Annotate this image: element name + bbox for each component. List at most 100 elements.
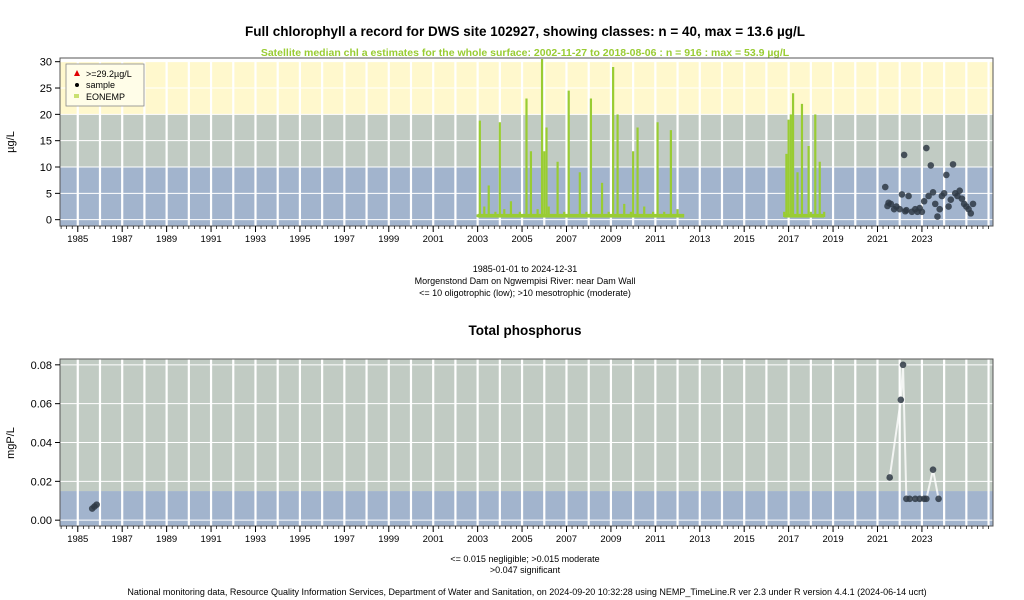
satellite-baseline: [477, 213, 685, 218]
sample-point: [901, 207, 909, 215]
x-tick-label: 2013: [689, 234, 710, 245]
sample-point: [949, 161, 957, 168]
legend-label-high: >=29.2µg/L: [86, 69, 132, 79]
satellite-baseline: [784, 213, 825, 218]
sample-point: [906, 495, 913, 503]
x-tick-label: 1997: [334, 534, 355, 545]
x-tick-label: 2023: [911, 234, 932, 245]
sample-point: [969, 200, 977, 208]
y-tick-label: 0.08: [31, 360, 52, 372]
x-tick-label: 2015: [734, 534, 755, 545]
x-axis-ticks: 1985 1987 1989 1991 1993 1995 1997 1999 2001 2003…: [60, 526, 989, 545]
x-axis-ticks: 1985 1987 1989 1991 1993 1995 1997 1999 2001 2003…: [60, 226, 989, 245]
grid-lines: [60, 359, 993, 526]
legend-triangle-marker: [74, 70, 80, 76]
sample-point: [927, 162, 935, 169]
sample-point: [886, 474, 894, 481]
sample-point: [945, 203, 952, 210]
x-tick-label: 2001: [423, 534, 444, 545]
x-tick-label: 1985: [67, 534, 88, 545]
legend-label-sample: sample: [86, 80, 115, 90]
x-tick-label: 1987: [112, 234, 133, 245]
y-tick-label: 5: [46, 188, 52, 200]
sample-series: [88, 361, 942, 512]
sample-point: [935, 495, 942, 503]
x-tick-label: 2011: [645, 534, 665, 545]
sample-point: [897, 396, 905, 404]
x-tick-label: 1993: [245, 534, 266, 545]
class-band: [60, 491, 993, 526]
x-tick-label: 1991: [200, 534, 221, 545]
x-tick-label: 2003: [467, 234, 488, 245]
legend: >=29.2µg/L sample EONEMP: [65, 63, 145, 107]
sample-point: [958, 195, 966, 202]
sample-series: [881, 144, 977, 220]
x-tick-label: 2005: [511, 234, 532, 245]
sample-point: [898, 191, 906, 198]
x-tick-label: 2023: [911, 534, 932, 545]
y-tick-label: 25: [40, 83, 52, 95]
x-tick-label: 1993: [245, 234, 266, 245]
y-tick-label: 0.06: [31, 399, 52, 411]
sample-point: [918, 208, 926, 216]
sample-point: [956, 187, 963, 195]
x-tick-label: 1991: [200, 234, 221, 245]
phosphorus-title: Total phosphorus: [469, 323, 582, 338]
chlorophyll-chart: Full chlorophyll a record for DWS site 1…: [5, 24, 994, 298]
x-tick-label: 1999: [378, 534, 399, 545]
y-tick-label: 15: [40, 136, 52, 148]
x-tick-label: 1985: [67, 234, 88, 245]
phosphorus-chart: Total phosphorus 0.00 0.02 0.04 0.06 0.08 19…: [5, 323, 994, 575]
y-tick-label: 0.02: [31, 476, 52, 488]
y-tick-label: 30: [40, 57, 52, 69]
y-axis-label: mgP/L: [5, 427, 17, 459]
sample-point: [900, 151, 908, 159]
sample-point: [936, 205, 943, 213]
sample-point: [967, 210, 975, 217]
x-tick-label: 1989: [156, 234, 177, 245]
footer-credit: National monitoring data, Resource Quali…: [127, 587, 926, 597]
chlorophyll-class-note: <= 10 oligotrophic (low); >10 mesotrophi…: [419, 288, 631, 298]
x-tick-label: 2015: [734, 234, 755, 245]
sample-point: [881, 183, 889, 191]
phosphorus-class-note-1: <= 0.015 negligible; >0.015 moderate: [450, 554, 599, 564]
chlorophyll-title: Full chlorophyll a record for DWS site 1…: [245, 24, 805, 39]
y-axis-ticks: 0.00 0.02 0.04 0.06 0.08: [31, 360, 60, 527]
y-tick-label: 10: [40, 162, 52, 174]
x-tick-label: 2017: [778, 234, 799, 245]
x-tick-label: 2005: [511, 534, 532, 545]
sample-point: [931, 200, 939, 208]
phosphorus-class-note-2: >0.047 significant: [490, 565, 561, 575]
sample-point: [934, 213, 941, 220]
x-tick-label: 2021: [867, 534, 888, 545]
sample-point: [943, 171, 950, 179]
x-tick-label: 2009: [600, 234, 621, 245]
sample-point: [940, 190, 948, 197]
legend-dot-marker: [75, 83, 79, 87]
plot-frame: [59, 57, 994, 227]
sample-point: [947, 196, 955, 203]
x-tick-label: 2019: [822, 234, 843, 245]
x-tick-label: 1987: [112, 534, 133, 545]
x-tick-label: 2017: [778, 534, 799, 545]
x-tick-label: 2009: [600, 534, 621, 545]
y-tick-label: 0.00: [31, 515, 52, 527]
sample-point: [923, 495, 930, 503]
x-tick-label: 2019: [822, 534, 843, 545]
x-tick-label: 2007: [556, 234, 577, 245]
x-tick-label: 2007: [556, 534, 577, 545]
x-tick-label: 2021: [867, 234, 888, 245]
satellite-subtitle: Satellite median chl a estimates for the…: [261, 47, 790, 59]
x-tick-label: 1999: [378, 234, 399, 245]
x-tick-label: 1997: [334, 234, 355, 245]
x-tick-label: 2003: [467, 534, 488, 545]
y-tick-label: 0.04: [31, 438, 52, 450]
y-tick-label: 0: [46, 215, 52, 227]
sample-point: [899, 361, 907, 369]
sample-point: [93, 501, 100, 508]
legend-label-eonemp: EONEMP: [86, 92, 125, 102]
y-axis-ticks: 0 5 10 15 20 25 30: [40, 57, 60, 227]
sample-point: [896, 205, 903, 213]
x-tick-label: 1995: [289, 234, 310, 245]
